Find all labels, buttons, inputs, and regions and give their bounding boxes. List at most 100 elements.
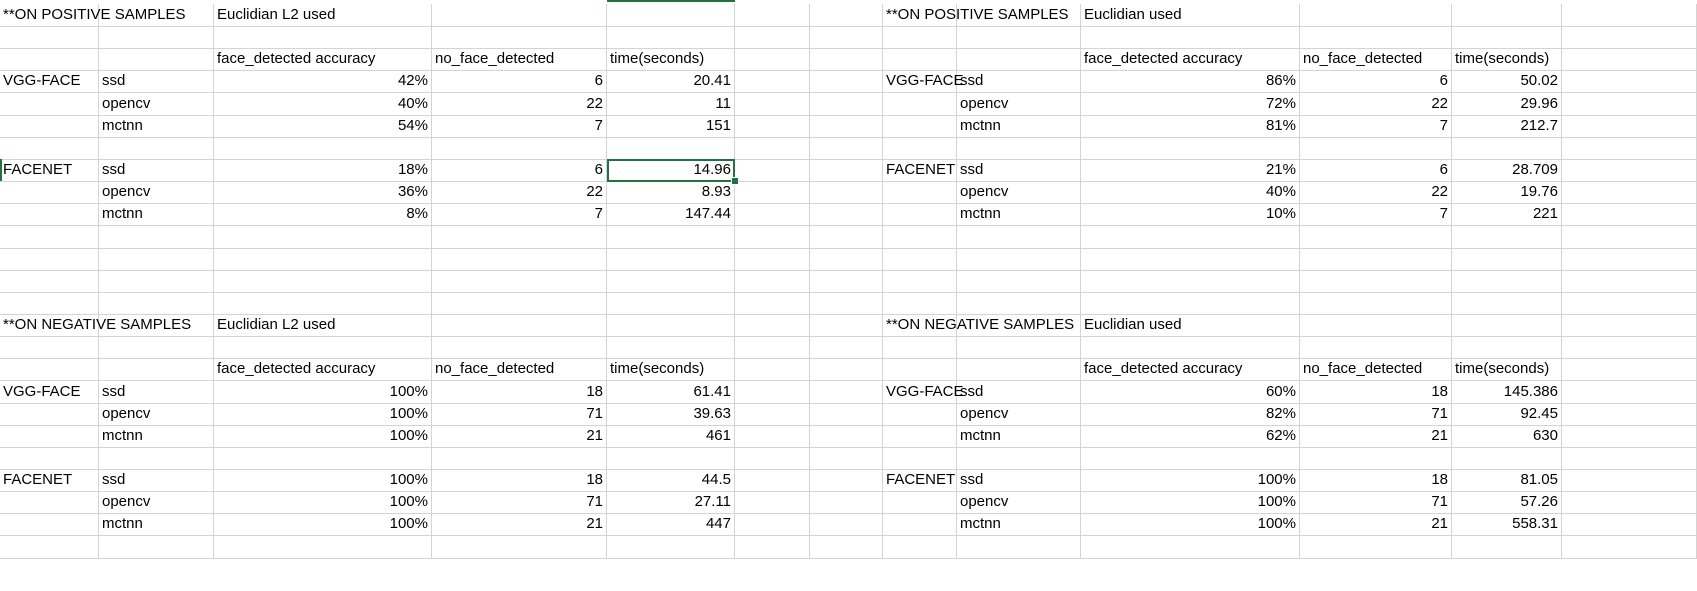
- cell-m21[interactable]: [1562, 447, 1697, 470]
- cell-h9[interactable]: [883, 181, 957, 205]
- cell-l14[interactable]: [1452, 291, 1562, 315]
- cell-k15[interactable]: [1300, 314, 1452, 338]
- cell-e19[interactable]: 39.63: [607, 402, 735, 426]
- cell-a2[interactable]: [0, 26, 99, 50]
- cell-g11[interactable]: [810, 225, 883, 249]
- cell-l5[interactable]: 29.96: [1452, 92, 1562, 116]
- cell-c9[interactable]: 36%: [214, 181, 432, 205]
- cell-k11[interactable]: [1300, 225, 1452, 249]
- cell-h19[interactable]: [883, 402, 957, 426]
- cell-k6[interactable]: 7: [1300, 114, 1452, 138]
- cell-e5[interactable]: 11: [607, 92, 735, 116]
- cell-c20[interactable]: 100%: [214, 424, 432, 448]
- cell-j1[interactable]: Euclidian used: [1081, 4, 1300, 27]
- cell-d17[interactable]: no_face_detected: [432, 358, 607, 382]
- cell-f3[interactable]: [735, 48, 810, 72]
- fill-handle[interactable]: [731, 177, 739, 186]
- cell-i12[interactable]: [957, 247, 1081, 271]
- cell-h15[interactable]: **ON NEGATIVE SAMPLES: [883, 314, 1074, 338]
- cell-e9[interactable]: 8.93: [607, 181, 735, 205]
- cell-d25[interactable]: [432, 535, 607, 559]
- cell-k8[interactable]: 6: [1300, 159, 1452, 183]
- cell-k18[interactable]: 18: [1300, 380, 1452, 404]
- cell-m2[interactable]: [1562, 26, 1697, 50]
- cell-m12[interactable]: [1562, 247, 1697, 271]
- cell-e2[interactable]: [607, 26, 735, 50]
- cell-m24[interactable]: [1562, 513, 1697, 537]
- cell-d18[interactable]: 18: [432, 380, 607, 404]
- cell-b12[interactable]: [99, 247, 214, 271]
- cell-f24[interactable]: [735, 513, 810, 537]
- cell-j5[interactable]: 72%: [1081, 92, 1300, 116]
- cell-j12[interactable]: [1081, 247, 1300, 271]
- cell-k21[interactable]: [1300, 447, 1452, 470]
- cell-m18[interactable]: [1562, 380, 1697, 404]
- cell-i25[interactable]: [957, 535, 1081, 559]
- cell-l16[interactable]: [1452, 336, 1562, 360]
- cell-m17[interactable]: [1562, 358, 1697, 382]
- cell-f15[interactable]: [735, 314, 810, 338]
- cell-f2[interactable]: [735, 26, 810, 50]
- cell-h23[interactable]: [883, 491, 957, 515]
- cell-i13[interactable]: [957, 269, 1081, 293]
- cell-i6[interactable]: mctnn: [957, 114, 1081, 138]
- cell-i5[interactable]: opencv: [957, 92, 1081, 116]
- cell-b5[interactable]: opencv: [99, 92, 214, 116]
- cell-e20[interactable]: 461: [607, 424, 735, 448]
- cell-k20[interactable]: 21: [1300, 424, 1452, 448]
- cell-m15[interactable]: [1562, 314, 1697, 338]
- cell-c25[interactable]: [214, 535, 432, 559]
- cell-k10[interactable]: 7: [1300, 203, 1452, 227]
- cell-g3[interactable]: [810, 48, 883, 72]
- cell-b9[interactable]: opencv: [99, 181, 214, 205]
- cell-e15[interactable]: [607, 314, 735, 338]
- cell-l7[interactable]: [1452, 136, 1562, 160]
- cell-a13[interactable]: [0, 269, 99, 293]
- cell-f25[interactable]: [735, 535, 810, 559]
- cell-l4[interactable]: 50.02: [1452, 70, 1562, 94]
- cell-k25[interactable]: [1300, 535, 1452, 559]
- cell-c3[interactable]: face_detected accuracy: [214, 48, 432, 72]
- cell-e7[interactable]: [607, 136, 735, 160]
- cell-g25[interactable]: [810, 535, 883, 559]
- cell-g1[interactable]: [810, 4, 883, 27]
- cell-d13[interactable]: [432, 269, 607, 293]
- cell-h24[interactable]: [883, 513, 957, 537]
- cell-a12[interactable]: [0, 247, 99, 271]
- cell-l18[interactable]: 145.386: [1452, 380, 1562, 404]
- cell-h11[interactable]: [883, 225, 957, 249]
- cell-f17[interactable]: [735, 358, 810, 382]
- cell-a18[interactable]: VGG-FACE: [0, 380, 99, 404]
- cell-m13[interactable]: [1562, 269, 1697, 293]
- cell-m6[interactable]: [1562, 114, 1697, 138]
- cell-k16[interactable]: [1300, 336, 1452, 360]
- cell-i19[interactable]: opencv: [957, 402, 1081, 426]
- cell-j25[interactable]: [1081, 535, 1300, 559]
- cell-j17[interactable]: face_detected accuracy: [1081, 358, 1300, 382]
- cell-j8[interactable]: 21%: [1081, 159, 1300, 183]
- cell-m22[interactable]: [1562, 469, 1697, 493]
- cell-l9[interactable]: 19.76: [1452, 181, 1562, 205]
- cell-e25[interactable]: [607, 535, 735, 559]
- cell-j19[interactable]: 82%: [1081, 402, 1300, 426]
- cell-g9[interactable]: [810, 181, 883, 205]
- cell-i2[interactable]: [957, 26, 1081, 50]
- cell-f8[interactable]: [735, 159, 810, 183]
- cell-k2[interactable]: [1300, 26, 1452, 50]
- cell-m3[interactable]: [1562, 48, 1697, 72]
- cell-g5[interactable]: [810, 92, 883, 116]
- cell-c10[interactable]: 8%: [214, 203, 432, 227]
- cell-b21[interactable]: [99, 447, 214, 470]
- cell-i10[interactable]: mctnn: [957, 203, 1081, 227]
- cell-k24[interactable]: 21: [1300, 513, 1452, 537]
- cell-l21[interactable]: [1452, 447, 1562, 470]
- cell-l23[interactable]: 57.26: [1452, 491, 1562, 515]
- cell-c23[interactable]: 100%: [214, 491, 432, 515]
- cell-k13[interactable]: [1300, 269, 1452, 293]
- cell-h6[interactable]: [883, 114, 957, 138]
- cell-b8[interactable]: ssd: [99, 159, 214, 183]
- cell-f23[interactable]: [735, 491, 810, 515]
- cell-c2[interactable]: [214, 26, 432, 50]
- cell-h10[interactable]: [883, 203, 957, 227]
